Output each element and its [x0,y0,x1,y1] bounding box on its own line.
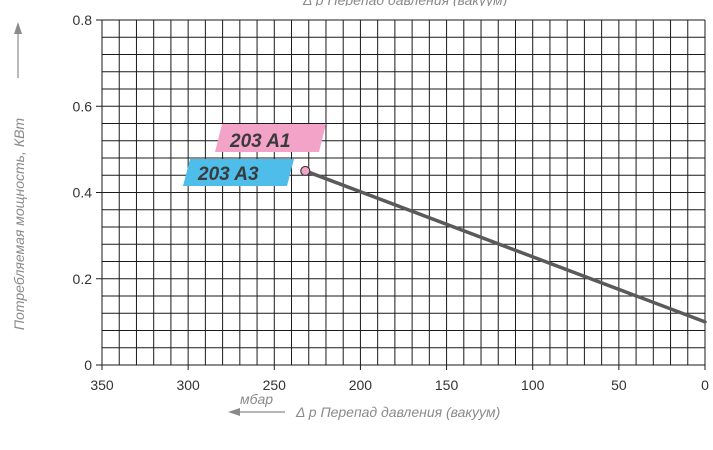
x-tick-label: 350 [90,377,114,393]
x-tick-label: 50 [611,377,627,393]
x-axis-label: Δ p Перепад давления (вакуум) [295,404,500,420]
x-axis-top-caption: Δ p Перепад давления (вакуум) [302,0,507,8]
x-tick-label: 0 [701,377,709,393]
series-tag-203-a1: 203 A1 [215,124,326,152]
y-tick-label: 0.6 [73,98,93,114]
y-axis-label: Потребляемая мощность, КВт [11,118,27,331]
series-layer [300,165,707,324]
x-tick-label: 250 [263,377,287,393]
y-tick-labels: 0 0.2 0.4 0.6 0.8 [73,12,93,373]
y-tick-label: 0.8 [73,12,93,28]
y-tick-label: 0.4 [73,185,93,201]
y-tick-label: 0 [84,357,92,373]
x-tick-label: 200 [349,377,373,393]
x-axis-arrow-icon [228,408,285,416]
series-start-point [300,165,311,177]
x-tick-label: 100 [521,377,545,393]
x-axis-unit: мбар [240,391,273,407]
grid [96,19,706,370]
y-axis-arrow-icon [14,22,22,78]
series-label-203-a3: 203 A3 [197,164,259,185]
x-tick-labels: 350 300 250 200 150 100 50 0 [90,377,709,393]
x-tick-label: 300 [176,377,200,393]
series-line [303,169,707,324]
series-tag-203-a3: 203 A3 [183,159,294,186]
x-tick-label: 150 [435,377,459,393]
series-label-203-a1: 203 A1 [229,131,291,152]
y-tick-label: 0.2 [73,271,93,287]
